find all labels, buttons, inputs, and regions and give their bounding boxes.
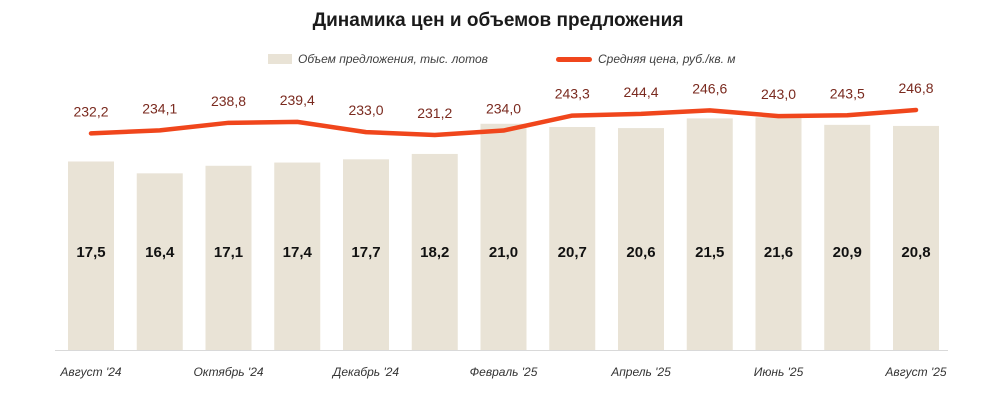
- legend-swatch-volume: [268, 54, 292, 64]
- price-value-label: 234,0: [486, 101, 521, 117]
- x-tick-label: Декабрь '24: [331, 365, 399, 379]
- price-value-label: 244,4: [623, 84, 658, 100]
- bar: [686, 118, 733, 351]
- bar-value-label: 20,7: [558, 244, 587, 261]
- price-value-label: 234,1: [142, 100, 177, 116]
- price-value-label: 238,8: [211, 93, 246, 109]
- bar: [274, 162, 321, 350]
- bar-value-label: 17,5: [76, 244, 105, 261]
- x-tick-label: Октябрь '24: [193, 365, 263, 379]
- x-tick-label: Август '25: [884, 365, 946, 379]
- price-value-label: 243,0: [761, 86, 796, 102]
- bar-value-label: 20,9: [833, 244, 862, 261]
- bar-value-label: 21,6: [764, 244, 793, 261]
- bar-value-label: 20,8: [901, 244, 930, 261]
- price-value-label: 243,3: [555, 86, 590, 102]
- bar-value-label: 21,5: [695, 244, 724, 261]
- bar: [205, 165, 252, 350]
- bar: [343, 159, 389, 350]
- bar-value-label: 17,4: [283, 244, 313, 261]
- price-value-label: 232,2: [73, 103, 108, 119]
- price-value-label: 243,5: [830, 85, 865, 101]
- bar: [68, 161, 114, 350]
- bar-value-label: 17,1: [214, 244, 243, 261]
- chart-title: Динамика цен и объемов предложения: [312, 10, 684, 31]
- legend-label-volume: Объем предложения, тыс. лотов: [298, 52, 488, 66]
- bar: [480, 123, 527, 350]
- bar: [136, 173, 183, 350]
- price-value-label: 231,2: [417, 105, 452, 121]
- bar: [549, 127, 596, 350]
- legend-item-volume: Объем предложения, тыс. лотов: [268, 52, 488, 66]
- bar-value-label: 17,7: [351, 244, 380, 261]
- bar: [824, 124, 871, 350]
- bar-value-label: 16,4: [145, 244, 175, 261]
- bar-value-label: 20,6: [626, 244, 655, 261]
- price-value-label: 246,8: [898, 80, 933, 96]
- legend-item-price: Средняя цена, руб./кв. м: [556, 52, 736, 66]
- price-value-label: 233,0: [348, 102, 383, 118]
- legend-swatch-price: [556, 56, 592, 62]
- bar: [893, 125, 939, 350]
- x-tick-label: Апрель '25: [610, 365, 671, 379]
- x-tick-label: Июнь '25: [754, 365, 804, 379]
- price-value-label: 246,6: [692, 80, 727, 96]
- bar: [618, 128, 664, 350]
- bar-value-label: 21,0: [489, 244, 518, 261]
- legend-label-price: Средняя цена, руб./кв. м: [598, 52, 736, 66]
- x-tick-label: Август '24: [59, 365, 121, 379]
- bar-value-label: 18,2: [420, 244, 449, 261]
- x-tick-label: Февраль '25: [470, 365, 538, 379]
- bar: [755, 117, 802, 351]
- price-value-label: 239,4: [280, 92, 315, 108]
- bar: [411, 153, 458, 350]
